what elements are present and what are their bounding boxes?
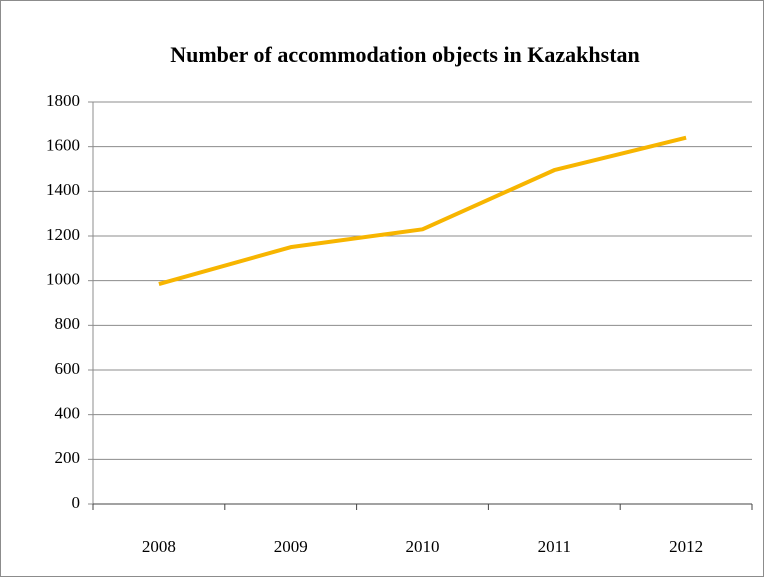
x-tick-label: 2012 [669,537,703,556]
y-tick-label: 600 [55,359,81,378]
x-tick-label: 2008 [142,537,176,556]
x-tick-label: 2011 [538,537,571,556]
y-tick-label: 1000 [46,270,80,289]
y-tick-label: 1400 [46,180,80,199]
chart-title: Number of accommodation objects in Kazak… [170,42,640,67]
y-tick-label: 0 [72,493,81,512]
y-tick-label: 800 [55,314,81,333]
y-tick-label: 1200 [46,225,80,244]
y-tick-label: 1600 [46,136,80,155]
y-tick-label: 200 [55,448,81,467]
y-tick-label: 400 [55,404,81,423]
x-tick-label: 2009 [274,537,308,556]
data-line [158,135,687,286]
x-tick-label: 2010 [406,537,440,556]
y-tick-label: 1800 [46,91,80,110]
